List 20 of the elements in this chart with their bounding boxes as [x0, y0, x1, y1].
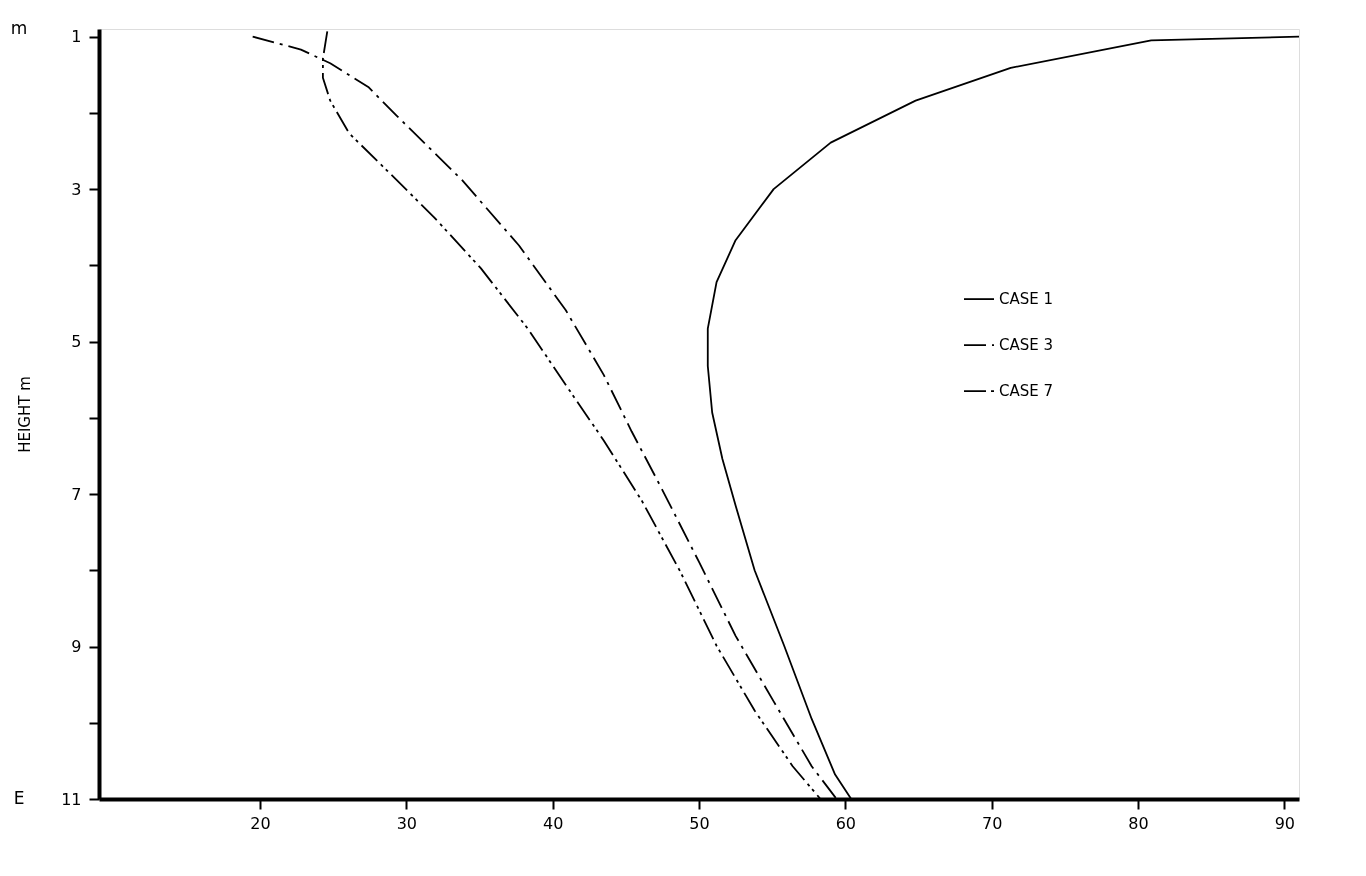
- text: E: [13, 788, 25, 808]
- y-tick-label: 1: [71, 27, 82, 47]
- text: m: [10, 18, 28, 38]
- y-tick-label: 9: [71, 637, 82, 657]
- y-axis-title: HEIGHT m: [16, 376, 35, 453]
- x-tick-label: 90: [1274, 813, 1296, 833]
- y-tick-label: 11: [61, 789, 82, 809]
- legend-label: CASE 7: [999, 382, 1054, 401]
- legend-label: CASE 1: [999, 290, 1054, 309]
- y-tick-label: 5: [71, 332, 82, 352]
- x-tick-label: 60: [835, 813, 857, 833]
- x-tick-label: 20: [250, 813, 271, 833]
- y-tick-label: 7: [71, 484, 82, 504]
- y-tick-label: 3: [71, 179, 82, 199]
- x-tick-label: 40: [542, 813, 564, 833]
- legend-label: CASE 3: [999, 336, 1054, 355]
- x-tick-label: 70: [982, 813, 1003, 833]
- x-tick-label: 50: [689, 813, 710, 833]
- x-tick-label: 80: [1128, 813, 1149, 833]
- x-tick-label: 30: [396, 813, 417, 833]
